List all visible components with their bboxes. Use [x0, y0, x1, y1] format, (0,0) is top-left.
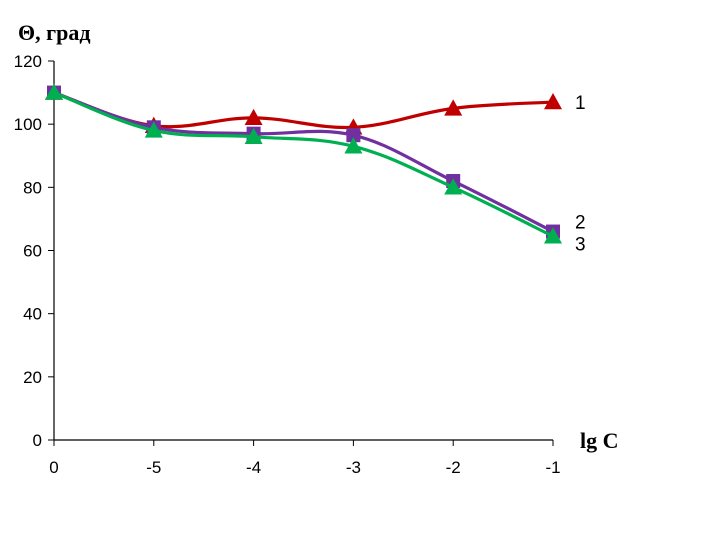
series-3-point	[244, 127, 263, 144]
series-3	[45, 83, 562, 244]
series-2	[47, 85, 560, 239]
x-tick-label: -3	[346, 458, 361, 477]
y-axis-title: Θ, град	[18, 20, 90, 45]
x-tick-label: -5	[146, 458, 161, 477]
series-3-point	[544, 227, 562, 244]
series-3-point	[45, 83, 63, 100]
axes: 0 20 40 60 80 100 120 0 -5 -4 -3 -2 -1	[14, 52, 561, 477]
series-1	[45, 83, 562, 135]
y-tick-label: 20	[23, 368, 42, 387]
series-1-point	[444, 99, 463, 116]
series-2-line	[53, 91, 554, 233]
series-layer	[45, 83, 562, 244]
x-tick-label: 0	[49, 458, 58, 477]
x-tick-label: -1	[545, 458, 560, 477]
series-1-label: 1	[575, 93, 586, 114]
series-3-point	[344, 137, 363, 154]
series-3-label: 3	[575, 234, 586, 255]
y-tick-label: 0	[33, 431, 42, 450]
y-tick-label: 60	[23, 242, 42, 261]
y-tick-label: 100	[14, 115, 42, 134]
series-1-point	[544, 93, 562, 110]
series-3-point	[444, 178, 463, 195]
series-3-line	[53, 91, 554, 238]
x-axis-title: lg C	[580, 428, 619, 453]
x-tick-label: -4	[246, 458, 261, 477]
series-1-point	[244, 108, 263, 126]
x-tick-label: -2	[446, 458, 461, 477]
series-2-label: 2	[575, 213, 586, 234]
y-tick-label: 80	[23, 178, 42, 197]
series-2-point	[346, 128, 361, 143]
y-tick-label: 120	[14, 52, 42, 71]
series-3-point	[144, 121, 163, 138]
y-tick-label: 40	[23, 305, 42, 324]
labels-layer: Θ, град lg C 1 23	[18, 20, 619, 453]
